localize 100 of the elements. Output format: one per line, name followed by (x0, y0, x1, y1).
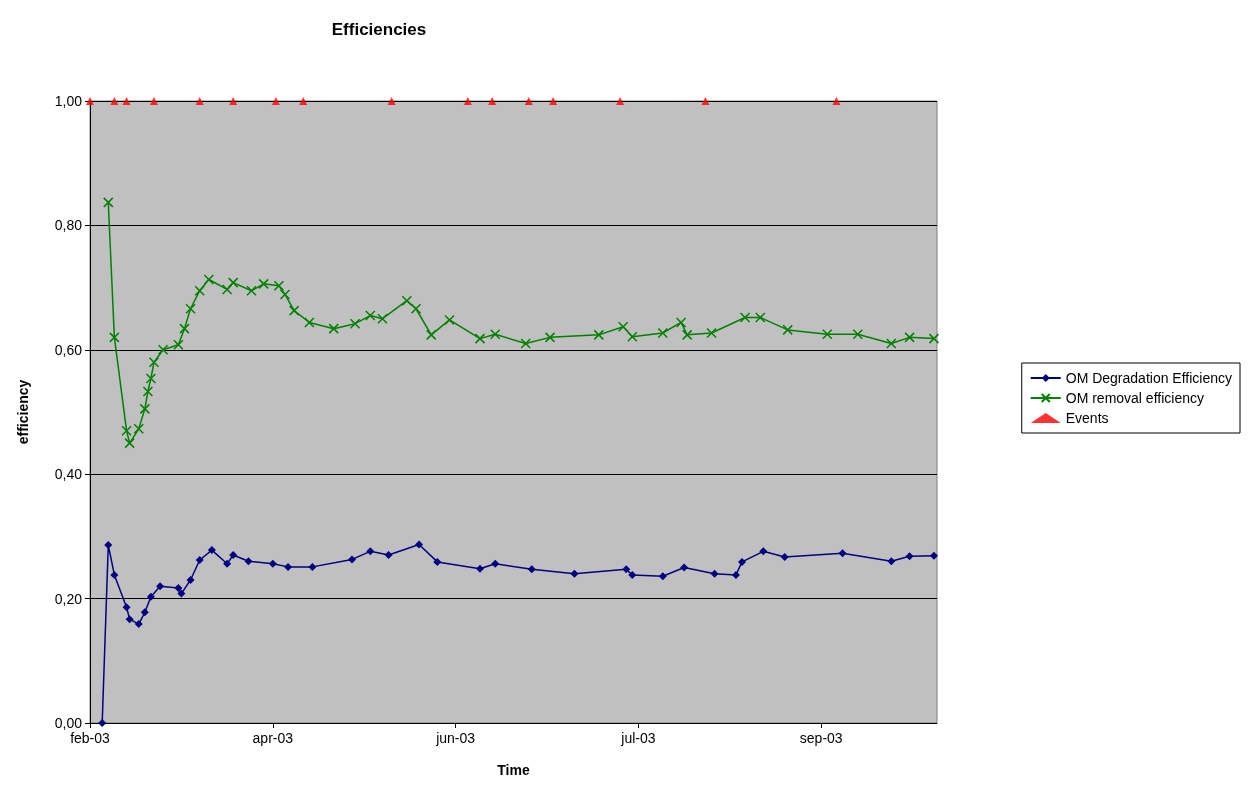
point (675, 317, 687, 328)
point (244, 557, 253, 566)
x-tick-label: sep-03 (799, 730, 843, 746)
point (474, 333, 486, 344)
point (444, 314, 455, 326)
point (103, 197, 114, 208)
legend-label: OM Degradation Efficiency (1065, 370, 1232, 386)
point (221, 284, 233, 295)
legend-label: OM removal efficiency (1065, 390, 1204, 406)
point (680, 563, 689, 572)
point (194, 285, 205, 296)
point (177, 589, 186, 598)
point (156, 582, 165, 591)
point (365, 310, 376, 321)
point (701, 97, 710, 105)
point (710, 569, 719, 578)
x-tick-label: jun-03 (435, 730, 476, 746)
point (271, 97, 280, 105)
point (134, 620, 143, 629)
point (627, 331, 638, 342)
point (622, 565, 631, 574)
point (157, 344, 169, 356)
point (738, 557, 747, 566)
point (593, 329, 605, 341)
point (349, 318, 361, 329)
point (549, 97, 558, 105)
point (731, 570, 740, 579)
point (121, 425, 132, 436)
point (886, 338, 897, 349)
point (174, 584, 183, 593)
point (258, 278, 269, 290)
point (146, 592, 155, 601)
point (229, 551, 238, 560)
x-tick-label: apr-03 (252, 730, 294, 746)
point (304, 317, 315, 328)
y-tick-label: 0,60 (54, 341, 83, 358)
x-axis-title: Time (497, 762, 530, 778)
point (852, 329, 864, 340)
point (527, 565, 536, 574)
y-tick-label: 0,80 (54, 217, 83, 234)
point (491, 559, 500, 568)
point (759, 547, 768, 556)
point (284, 562, 293, 571)
point (838, 549, 847, 558)
point (524, 97, 533, 105)
point (387, 97, 396, 105)
point (142, 386, 154, 397)
point (207, 546, 216, 555)
point (110, 570, 119, 579)
point (328, 323, 339, 334)
point (628, 570, 637, 579)
point (139, 403, 151, 415)
point (149, 97, 158, 105)
point (832, 97, 841, 105)
y-tick-label: 0,40 (54, 466, 83, 483)
point (822, 329, 833, 340)
point (125, 615, 134, 624)
point (782, 324, 793, 336)
point (366, 547, 375, 556)
point (544, 332, 556, 343)
point (475, 564, 484, 573)
point (273, 280, 285, 291)
point (425, 329, 437, 341)
point (415, 540, 424, 549)
point (186, 575, 195, 584)
point (308, 562, 317, 571)
point (109, 332, 120, 343)
point (110, 97, 119, 105)
point (348, 555, 357, 564)
point (229, 97, 238, 105)
point (489, 329, 501, 340)
point (904, 332, 915, 343)
point (520, 338, 531, 349)
point (384, 551, 393, 560)
point (401, 295, 413, 306)
point (185, 303, 196, 314)
point (98, 719, 107, 727)
point (681, 329, 693, 341)
point (145, 373, 157, 384)
point (279, 289, 291, 300)
point (195, 97, 204, 105)
point (173, 339, 184, 351)
point (617, 321, 629, 333)
point (179, 323, 190, 334)
point (203, 274, 215, 285)
point (122, 603, 131, 612)
point (133, 423, 144, 435)
point (570, 569, 579, 578)
point (246, 285, 257, 296)
point (616, 97, 625, 105)
point (433, 557, 442, 566)
point (755, 312, 766, 323)
point (140, 608, 149, 617)
point (377, 313, 388, 324)
point (288, 305, 300, 316)
point (780, 552, 789, 561)
point (299, 97, 308, 105)
chart-title: Efficiencies (331, 20, 427, 39)
y-tick-label: 1,00 (54, 93, 83, 109)
y-tick-label: 0,00 (54, 715, 83, 731)
